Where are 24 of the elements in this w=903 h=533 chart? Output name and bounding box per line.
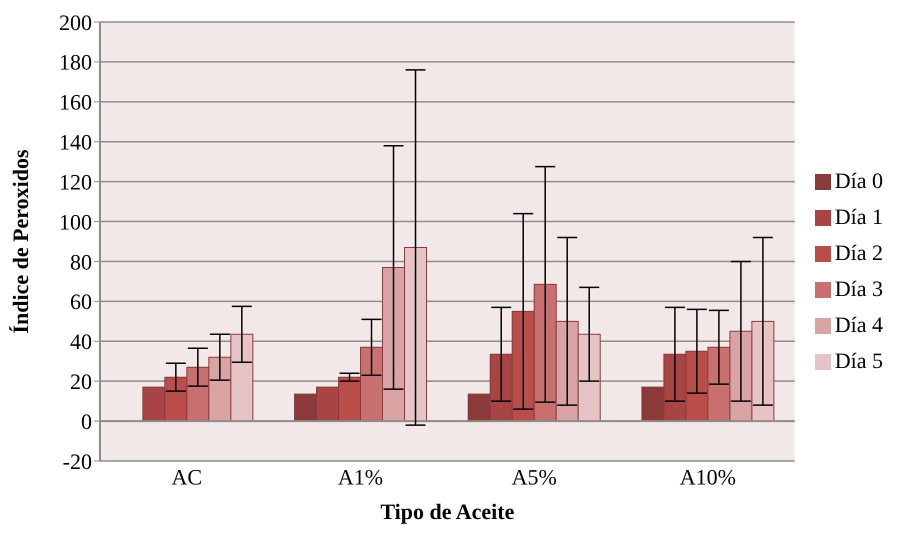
x-tick-label: A10%: [680, 464, 736, 490]
legend-label: Día 3: [834, 276, 883, 300]
x-tick-label: A5%: [512, 464, 557, 490]
y-tick-label: 80: [70, 249, 92, 274]
x-axis-title: Tipo de Aceite: [380, 499, 515, 524]
legend-label: Día 4: [834, 312, 883, 336]
legend-label: Día 5: [834, 348, 883, 372]
legend-label: Día 2: [834, 240, 883, 264]
y-tick-label: 60: [70, 289, 92, 314]
y-tick-label: 140: [59, 130, 92, 155]
y-tick-label: 160: [59, 90, 92, 115]
y-tick-label: 0: [81, 408, 92, 434]
y-tick-label: 100: [59, 209, 92, 234]
x-tick-label: A1%: [338, 464, 384, 490]
legend-label: Día 0: [834, 168, 883, 192]
legend-label: Día 1: [834, 204, 883, 228]
x-tick-label: AC: [172, 464, 202, 490]
y-tick-label: 180: [59, 50, 92, 75]
y-tick-label: 40: [70, 329, 92, 354]
y-axis-title: Índice de Peroxidos: [8, 148, 33, 334]
y-tick-label: -20: [62, 448, 92, 474]
y-tick-label: 20: [70, 368, 92, 394]
y-tick-label: 200: [59, 10, 92, 35]
y-tick-label: 120: [59, 169, 92, 194]
